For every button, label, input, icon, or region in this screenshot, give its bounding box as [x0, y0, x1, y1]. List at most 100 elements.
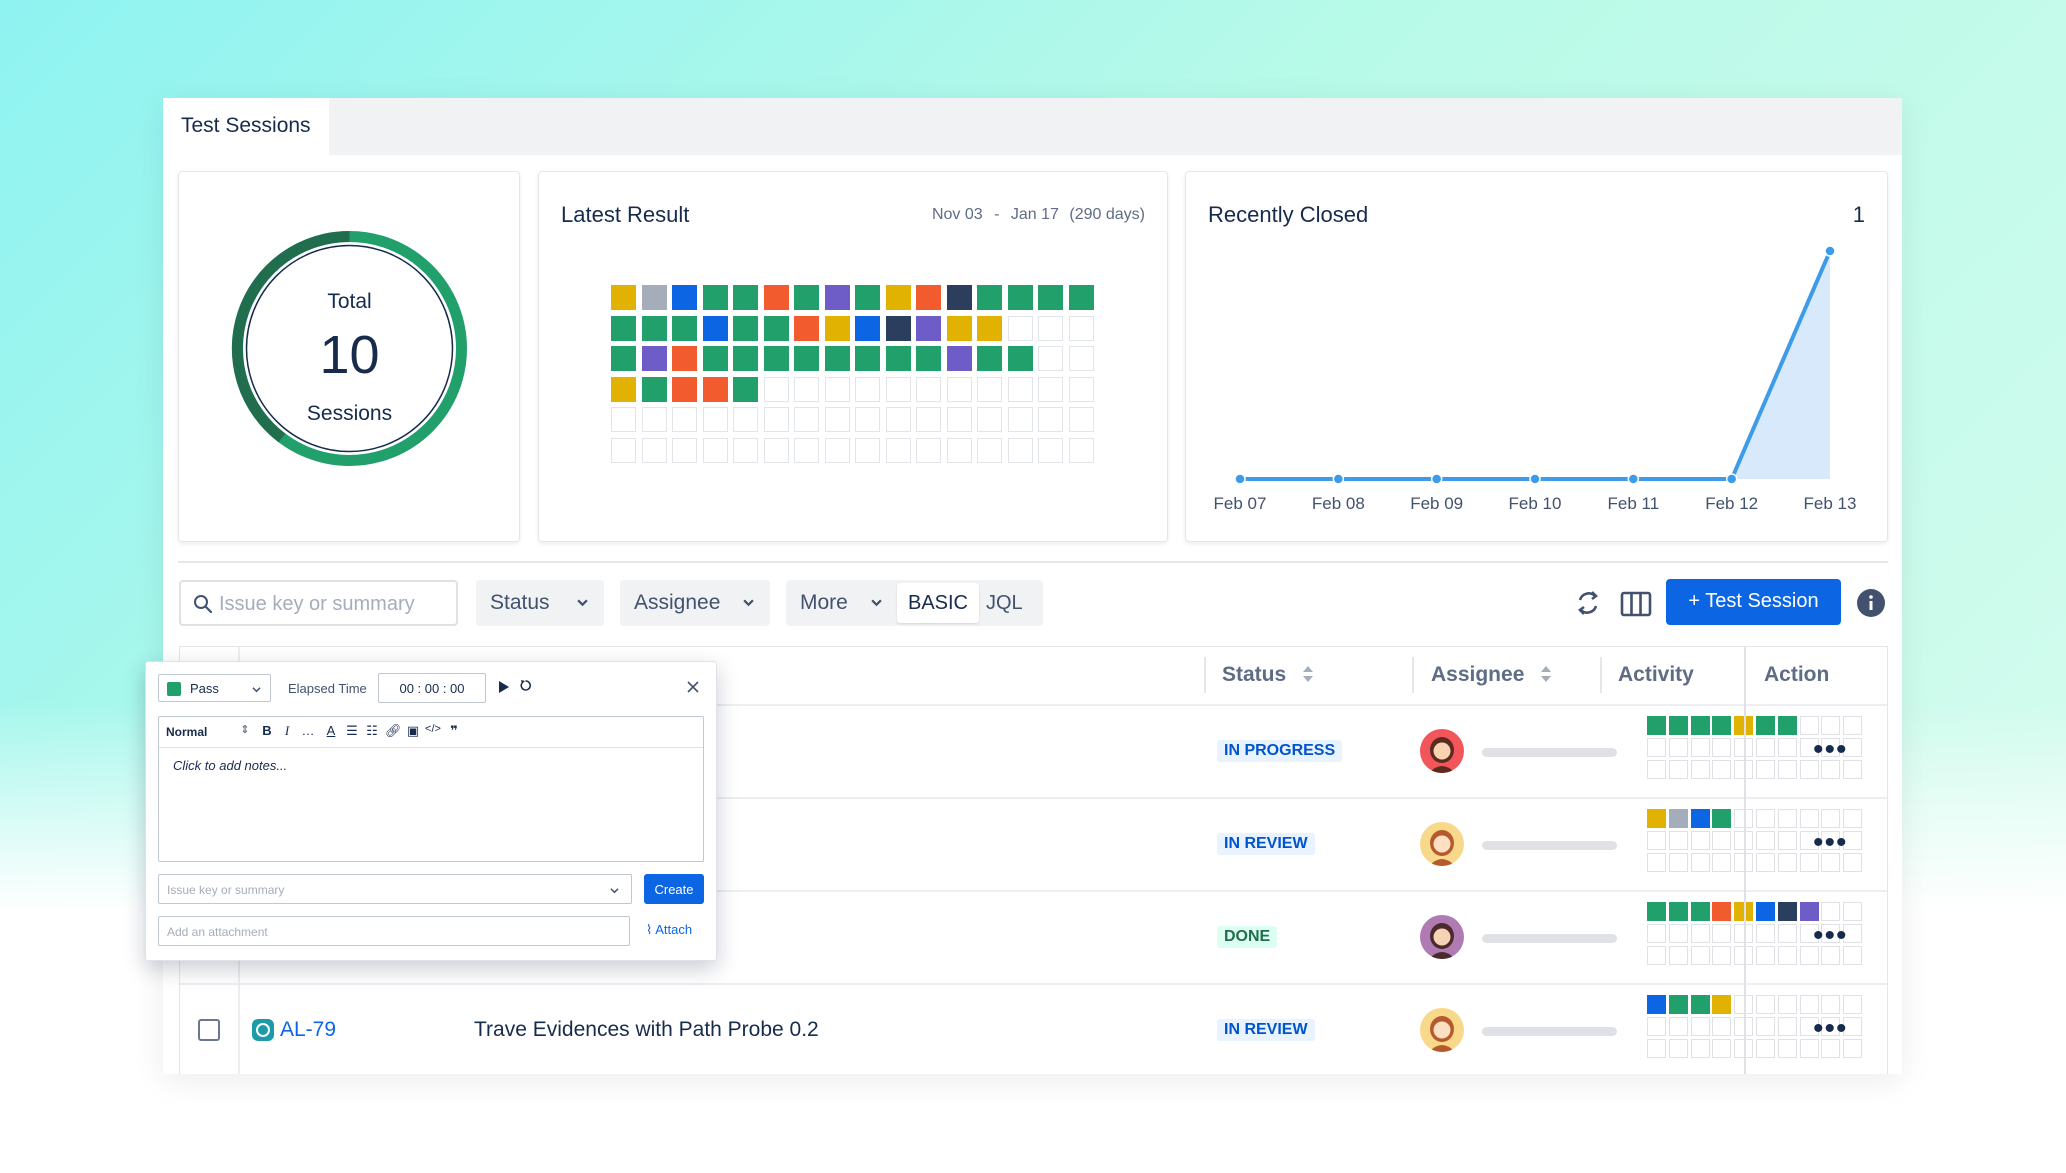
result-cell [641, 376, 667, 402]
assignee-avatar[interactable] [1420, 821, 1464, 866]
row-checkbox[interactable] [198, 1018, 220, 1041]
activity-cell [1756, 1016, 1775, 1036]
data-point[interactable] [1332, 473, 1345, 485]
create-button[interactable]: Create [644, 874, 704, 904]
result-cell [794, 376, 819, 402]
data-point[interactable] [1627, 473, 1640, 485]
result-cell [885, 315, 911, 341]
activity-cell [1799, 1016, 1819, 1036]
activity-cell [1734, 852, 1754, 872]
activity-cell [1712, 852, 1732, 872]
result-cell [641, 346, 667, 371]
attachment-field[interactable]: Add an attachment [158, 916, 630, 946]
activity-cell [1821, 923, 1841, 943]
activity-cell [1712, 1038, 1732, 1058]
result-cell [641, 315, 667, 341]
activity-cell [1799, 923, 1819, 943]
series-line [1240, 250, 1832, 481]
date-range: Nov 03 - Jan 17 (290 days) [932, 206, 1145, 224]
status-filter-button[interactable]: Status [476, 580, 604, 626]
new-test-session-button[interactable]: + Test Session [1666, 579, 1841, 625]
activity-cell [1734, 902, 1754, 921]
assignee-filter-button[interactable]: Assignee [620, 580, 770, 626]
more-format-icon[interactable]: … [301, 723, 315, 738]
activity-cell [1690, 995, 1710, 1014]
quote-icon[interactable]: ❞ [450, 723, 458, 738]
x-tick-label: Feb 11 [1607, 494, 1659, 513]
info-icon[interactable] [1856, 588, 1886, 618]
result-cell [946, 315, 972, 341]
result-cell [794, 346, 819, 371]
bullet-list-icon[interactable]: ☰ [346, 723, 358, 738]
activity-cell [1712, 923, 1732, 943]
status-filter-label: Status [490, 591, 550, 614]
result-cell [702, 285, 728, 310]
text-color-icon[interactable]: A [326, 723, 336, 738]
search-input[interactable] [219, 590, 449, 618]
assignee-avatar[interactable] [1420, 728, 1464, 773]
activity-cell [1668, 1038, 1688, 1058]
result-cell [794, 315, 819, 341]
notes-editor[interactable]: Normal ⇕ B I … A ☰ ☷ 🔗︎ ▣ </> ❞ Click to… [158, 716, 704, 862]
basic-mode-button[interactable]: BASIC [897, 583, 979, 623]
refresh-icon[interactable] [1573, 588, 1603, 618]
image-icon[interactable]: ▣ [406, 723, 420, 738]
activity-cell [1799, 759, 1819, 779]
activity-cell [1777, 759, 1797, 779]
attach-label: Attach [655, 922, 693, 937]
result-cell [916, 407, 941, 432]
assignee-avatar[interactable] [1420, 1007, 1464, 1052]
search-box[interactable] [179, 580, 458, 626]
more-filter-button[interactable]: More [786, 580, 898, 626]
result-cell [763, 346, 789, 371]
numbered-list-icon[interactable]: ☷ [366, 723, 378, 738]
close-icon[interactable] [687, 681, 699, 693]
activity-cell [1777, 809, 1797, 828]
assignee-column-header[interactable]: Assignee [1431, 647, 1552, 704]
issue-search-field[interactable]: Issue key or summary [158, 874, 632, 904]
activity-cell [1668, 945, 1688, 965]
activity-cell [1843, 995, 1863, 1014]
data-point[interactable] [1725, 473, 1738, 485]
activity-cell [1690, 1038, 1710, 1058]
link-icon[interactable]: 🔗︎ [385, 723, 402, 738]
text-style-select[interactable]: Normal [166, 725, 208, 739]
activity-cell [1734, 809, 1754, 828]
status-column-header[interactable]: Status [1222, 647, 1314, 704]
header-divider [1204, 657, 1206, 693]
activity-cell [1843, 923, 1863, 943]
tab-test-sessions[interactable]: Test Sessions [163, 98, 329, 155]
assignee-avatar[interactable] [1420, 914, 1464, 959]
result-cell [763, 315, 789, 341]
code-icon[interactable]: </> [425, 723, 441, 735]
data-point[interactable] [1824, 245, 1836, 257]
jql-mode-button[interactable]: JQL [986, 592, 1023, 614]
data-point[interactable] [1430, 473, 1443, 485]
date-separator: - [994, 206, 1000, 223]
result-cell [977, 407, 1002, 432]
sort-icon [1541, 666, 1552, 682]
result-cell [763, 407, 789, 432]
issue-summary[interactable]: Trave Evidences with Path Probe 0.2 [474, 1017, 819, 1041]
header-divider [1412, 657, 1414, 693]
columns-icon[interactable] [1620, 590, 1652, 618]
attach-button[interactable]: ⌇ Attach [646, 922, 692, 938]
result-cell [885, 285, 911, 310]
header-divider [1600, 657, 1602, 693]
result-cell [946, 285, 972, 310]
total-value: 10 [319, 325, 380, 385]
elapsed-time-field[interactable]: 00 : 00 : 00 [378, 673, 486, 703]
reset-icon[interactable] [519, 679, 532, 692]
result-cell [916, 315, 941, 341]
result-select[interactable]: Pass [158, 674, 271, 702]
result-cell [885, 407, 911, 432]
italic-icon[interactable]: I [284, 723, 290, 738]
play-icon[interactable] [498, 681, 509, 693]
bold-icon[interactable]: B [262, 723, 272, 738]
activity-cell [1734, 737, 1754, 757]
notes-placeholder[interactable]: Click to add notes... [173, 758, 288, 773]
issue-key-link[interactable]: AL-79 [280, 1017, 337, 1041]
data-point[interactable] [1529, 473, 1541, 485]
data-point[interactable] [1234, 473, 1246, 485]
activity-cell [1821, 995, 1841, 1014]
